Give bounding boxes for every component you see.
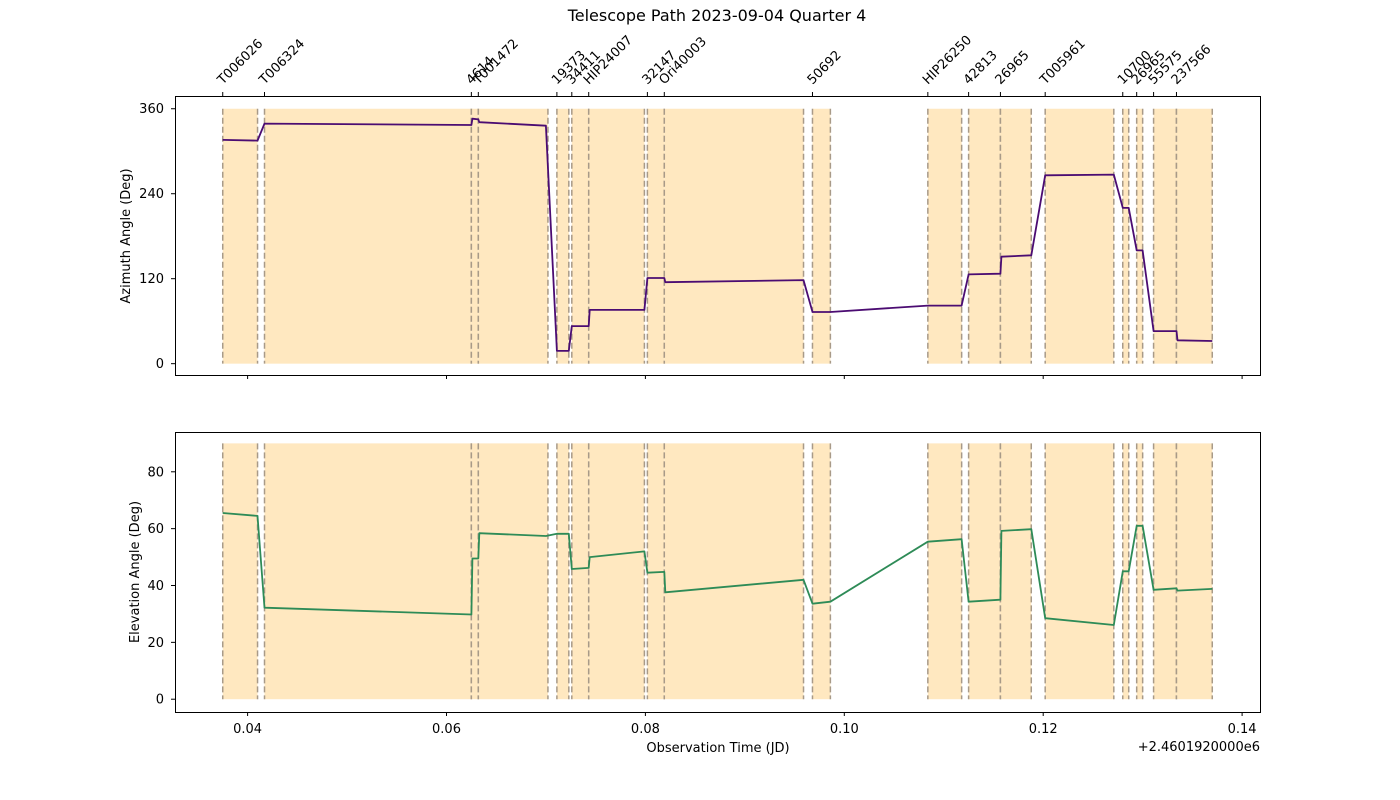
- x-tick-label: 0.06: [432, 722, 461, 737]
- elevation-series-group: [222, 512, 1213, 626]
- elevation-y-axis: 0 20 40 60 80: [147, 465, 175, 708]
- observation-band-t001472: [478, 108, 548, 364]
- target-label-t006026: T006026: [214, 37, 266, 89]
- observation-band-237566: [1176, 443, 1213, 700]
- target-label-26965: 26965: [993, 48, 1033, 88]
- y-tick-label: 0: [156, 693, 164, 708]
- y-tick-label: 360: [139, 102, 164, 117]
- elevation-x-ticks: [247, 712, 1243, 716]
- azimuth-y-axis-label: Azimuth Angle (Deg): [119, 168, 134, 303]
- observation-band-26965: [1136, 108, 1143, 364]
- azimuth-plot-frame: [175, 96, 1261, 376]
- observation-band-t006324: [264, 108, 472, 364]
- y-tick-label: 120: [139, 272, 164, 287]
- x-axis-offset-label: +2.4601920000e6: [1138, 740, 1260, 755]
- azimuth-observation-bands: [221, 108, 1214, 364]
- observation-band-ori40003: [664, 108, 804, 364]
- target-label-50692: 50692: [805, 48, 845, 88]
- y-tick-label: 20: [147, 636, 164, 651]
- observation-band-42813: [968, 108, 1001, 364]
- observation-band-t006026: [222, 443, 258, 700]
- x-axis-tick-labels: 0.04 0.06 0.08 0.10 0.12 0.14: [233, 722, 1256, 737]
- azimuth-panel: 0 120 240 360 Azimuth Angle (Deg): [119, 96, 1261, 379]
- observation-band-237566: [1176, 108, 1213, 364]
- y-tick-label: 80: [147, 465, 164, 480]
- x-axis-label: Observation Time (JD): [646, 741, 789, 756]
- observation-band-t005961: [1045, 443, 1114, 700]
- observation-band-4614: [471, 108, 479, 364]
- observation-band-t001472: [478, 443, 548, 700]
- observation-band-19373: [556, 443, 569, 700]
- observation-band-hip26250: [927, 108, 962, 364]
- azimuth-series-group: [222, 117, 1213, 352]
- observation-band-26965: [1000, 443, 1032, 700]
- observation-band-hip26250: [927, 443, 962, 700]
- observation-band-4614: [471, 443, 479, 700]
- elevation-y-axis-label: Elevation Angle (Deg): [128, 501, 143, 643]
- observation-band-t006324: [264, 443, 472, 700]
- azimuth-y-axis: 0 120 240 360: [139, 102, 175, 372]
- azimuth-x-ticks: [247, 375, 1243, 379]
- x-tick-label: 0.08: [631, 722, 660, 737]
- observation-band-ori40003: [664, 443, 804, 700]
- observation-band-50692: [812, 443, 831, 700]
- elevation-panel: 0 20 40 60 80 Elevation Angle (Deg): [128, 432, 1261, 716]
- observation-band-34411: [571, 108, 589, 364]
- chart-title: Telescope Path 2023-09-04 Quarter 4: [567, 6, 867, 25]
- observation-band-26965: [1000, 108, 1032, 364]
- observation-band-55575: [1153, 443, 1177, 700]
- target-label-42813: 42813: [961, 48, 1001, 88]
- elevation-observation-bands: [221, 443, 1214, 700]
- elevation-plot-frame: [175, 432, 1261, 713]
- x-tick-label: 0.04: [233, 722, 262, 737]
- x-tick-label: 0.12: [1029, 722, 1058, 737]
- azimuth-series-line: [222, 117, 1213, 352]
- observation-band-42813: [968, 443, 1001, 700]
- target-label-t006324: T006324: [256, 37, 308, 89]
- observation-band-10700: [1122, 108, 1129, 364]
- observation-band-32147: [647, 443, 665, 700]
- y-tick-label: 40: [147, 579, 164, 594]
- y-tick-label: 0: [156, 357, 164, 372]
- observation-band-34411: [571, 443, 589, 700]
- observation-band-32147: [647, 108, 665, 364]
- y-tick-label: 60: [147, 522, 164, 537]
- observation-band-55575: [1153, 108, 1177, 364]
- y-tick-label: 240: [139, 187, 164, 202]
- observation-band-t005961: [1045, 108, 1114, 364]
- observation-band-t006026: [222, 108, 258, 364]
- x-tick-label: 0.14: [1228, 722, 1257, 737]
- observation-band-hip24007: [588, 443, 645, 700]
- elevation-series-line: [222, 512, 1213, 626]
- observation-band-50692: [812, 108, 831, 364]
- observation-band-19373: [556, 108, 569, 364]
- x-tick-label: 0.10: [830, 722, 859, 737]
- target-label-t005961: T005961: [1037, 37, 1089, 89]
- observation-band-hip24007: [588, 108, 645, 364]
- observation-band-26965: [1136, 443, 1143, 700]
